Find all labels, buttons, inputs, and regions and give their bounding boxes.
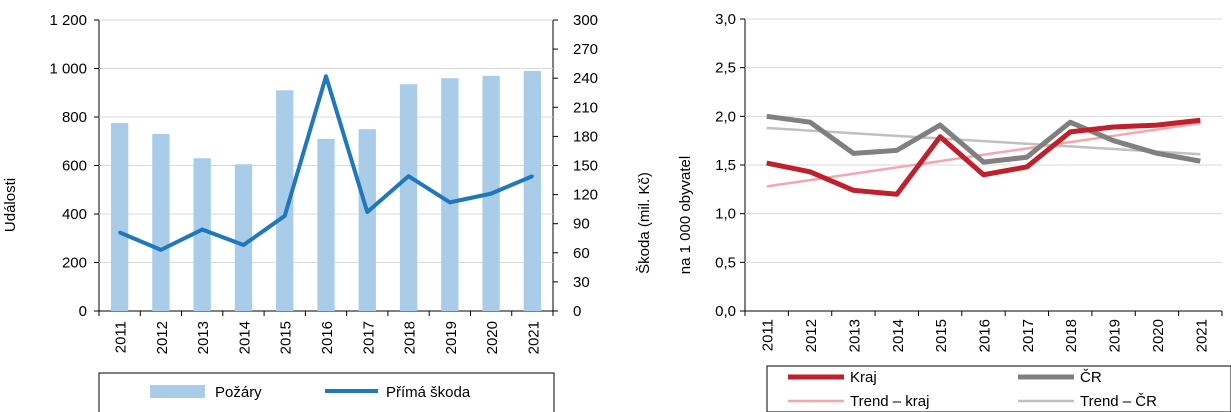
point-prima-skoda-2018 bbox=[407, 174, 411, 178]
right-chart-x-tick-label: 2014 bbox=[890, 319, 907, 352]
line-trend-čr bbox=[766, 126, 1201, 156]
left-chart-y2-tick-label: 30 bbox=[573, 274, 590, 291]
point-prima-skoda-2013 bbox=[200, 228, 204, 232]
point-prima-skoda-2020 bbox=[489, 192, 493, 196]
left-chart-y-tick-label: 0 bbox=[79, 303, 87, 320]
legend-label-trend-kraj: Trend – kraj bbox=[850, 393, 929, 410]
legend-label-kraj: Kraj bbox=[850, 369, 877, 386]
left-chart-x-tick-label: 2015 bbox=[278, 321, 295, 354]
bar-pozary-2012 bbox=[152, 133, 170, 311]
left-chart-y2-tick-label: 90 bbox=[573, 216, 590, 233]
left-chart-y-tick-label: 400 bbox=[62, 206, 87, 223]
left-chart-y2-tick-label: 180 bbox=[573, 128, 598, 145]
left-chart-y-axis-title: Události bbox=[2, 178, 19, 232]
line-kraj bbox=[766, 117, 1201, 197]
left-chart-y2-tick-label: 120 bbox=[573, 187, 598, 204]
legend-swatch-pozary bbox=[150, 385, 205, 398]
point-prima-skoda-2011 bbox=[118, 230, 122, 234]
point-prima-skoda-2012 bbox=[159, 248, 163, 252]
left-chart-y-tick-label: 800 bbox=[62, 109, 87, 126]
right-chart-x-tick-label: 2011 bbox=[760, 319, 777, 351]
legend-label-prima-skoda: Přímá škoda bbox=[386, 384, 471, 401]
left-chart-y-tick-label: 1 200 bbox=[49, 12, 87, 29]
left-chart-y-tick-label: 1 000 bbox=[49, 61, 87, 78]
bar-pozary-2014 bbox=[234, 164, 253, 311]
point-prima-skoda-2019 bbox=[448, 200, 452, 204]
right-chart-x-tick-label: 2021 bbox=[1193, 319, 1210, 352]
right-chart-y-tick-label: 0,5 bbox=[715, 254, 736, 271]
left-chart-y2-tick-label: 210 bbox=[573, 99, 598, 116]
left-chart-x-tick-label: 2013 bbox=[195, 321, 212, 354]
bar-pozary-2018 bbox=[399, 84, 418, 311]
bar-pozary-2013 bbox=[193, 158, 211, 311]
point-prima-skoda-2016 bbox=[324, 74, 328, 78]
right-chart-y-tick-label: 3,0 bbox=[715, 11, 736, 28]
bar-pozary-2015 bbox=[276, 90, 294, 311]
left-chart-x-tick-label: 2019 bbox=[443, 321, 460, 354]
right-chart-y-tick-label: 0,0 bbox=[715, 303, 736, 320]
left-chart-y2-tick-label: 270 bbox=[573, 41, 598, 58]
bar-pozary-2016 bbox=[317, 138, 335, 311]
left-chart-x-tick-label: 2017 bbox=[360, 321, 377, 354]
left-chart-y2-tick-label: 150 bbox=[573, 158, 598, 175]
right-chart-x-tick-label: 2017 bbox=[1020, 319, 1037, 352]
bar-pozary-2019 bbox=[441, 78, 459, 311]
left-chart-x-tick-label: 2018 bbox=[402, 321, 419, 354]
left-chart-y2-tick-label: 60 bbox=[573, 245, 590, 262]
right-chart-y-tick-label: 2,0 bbox=[715, 108, 736, 125]
right-chart: 0,0 0,5 1,0 1,5 2,0 2,5 3,0 2011 2012 2013 2014 20… bbox=[677, 11, 1231, 412]
right-chart-legend-box bbox=[766, 365, 1231, 412]
left-chart-y2-tick-label: 300 bbox=[573, 12, 598, 29]
right-chart-y-tick-label: 1,5 bbox=[715, 157, 736, 174]
line-trend-kraj bbox=[766, 121, 1201, 188]
bar-pozary-2011 bbox=[110, 123, 129, 311]
bar-pozary-2017 bbox=[358, 129, 376, 311]
point-prima-skoda-2015 bbox=[283, 214, 287, 218]
left-chart-y-tick-label: 600 bbox=[62, 158, 87, 175]
point-prima-skoda-2017 bbox=[365, 210, 369, 214]
left-chart: 0 200 400 600 800 1 000 1 200 0 30 60 90 120 150 180… bbox=[2, 12, 653, 412]
left-chart-x-tick-label: 2021 bbox=[525, 321, 542, 354]
point-prima-skoda-2014 bbox=[241, 243, 245, 247]
left-chart-y2-tick-label: 0 bbox=[573, 303, 581, 320]
point-prima-skoda-2021 bbox=[530, 174, 534, 178]
right-chart-x-tick-label: 2016 bbox=[977, 319, 994, 352]
right-chart-x-tick-label: 2013 bbox=[846, 319, 863, 352]
left-chart-x-tick-label: 2020 bbox=[484, 321, 501, 354]
legend-label-čr: ČR bbox=[1080, 369, 1102, 386]
right-chart-x-tick-label: 2020 bbox=[1150, 319, 1167, 352]
right-chart-x-tick-label: 2018 bbox=[1063, 319, 1080, 352]
left-chart-x-tick-label: 2016 bbox=[319, 321, 336, 354]
left-chart-x-tick-label: 2012 bbox=[154, 321, 171, 354]
right-chart-x-tick-label: 2019 bbox=[1107, 319, 1124, 352]
legend-label-trend-čr: Trend – ČR bbox=[1080, 393, 1157, 410]
line-čr bbox=[766, 113, 1201, 165]
left-chart-y-tick-label: 200 bbox=[62, 255, 87, 272]
left-chart-x-tick-label: 2011 bbox=[113, 321, 130, 353]
right-chart-y-tick-label: 2,5 bbox=[715, 60, 736, 77]
right-chart-y-tick-label: 1,0 bbox=[715, 206, 736, 223]
left-chart-y2-axis-title: Škoda (mil. Kč) bbox=[636, 172, 653, 274]
left-chart-y2-tick-label: 240 bbox=[573, 70, 598, 87]
right-chart-y-axis-title: na 1 000 obyvatel bbox=[677, 156, 694, 274]
right-chart-x-tick-label: 2015 bbox=[933, 319, 950, 352]
right-chart-x-tick-label: 2012 bbox=[803, 319, 820, 352]
legend-label-pozary: Požáry bbox=[215, 384, 262, 401]
left-chart-x-tick-label: 2014 bbox=[236, 321, 253, 354]
bar-pozary-2021 bbox=[523, 70, 542, 311]
